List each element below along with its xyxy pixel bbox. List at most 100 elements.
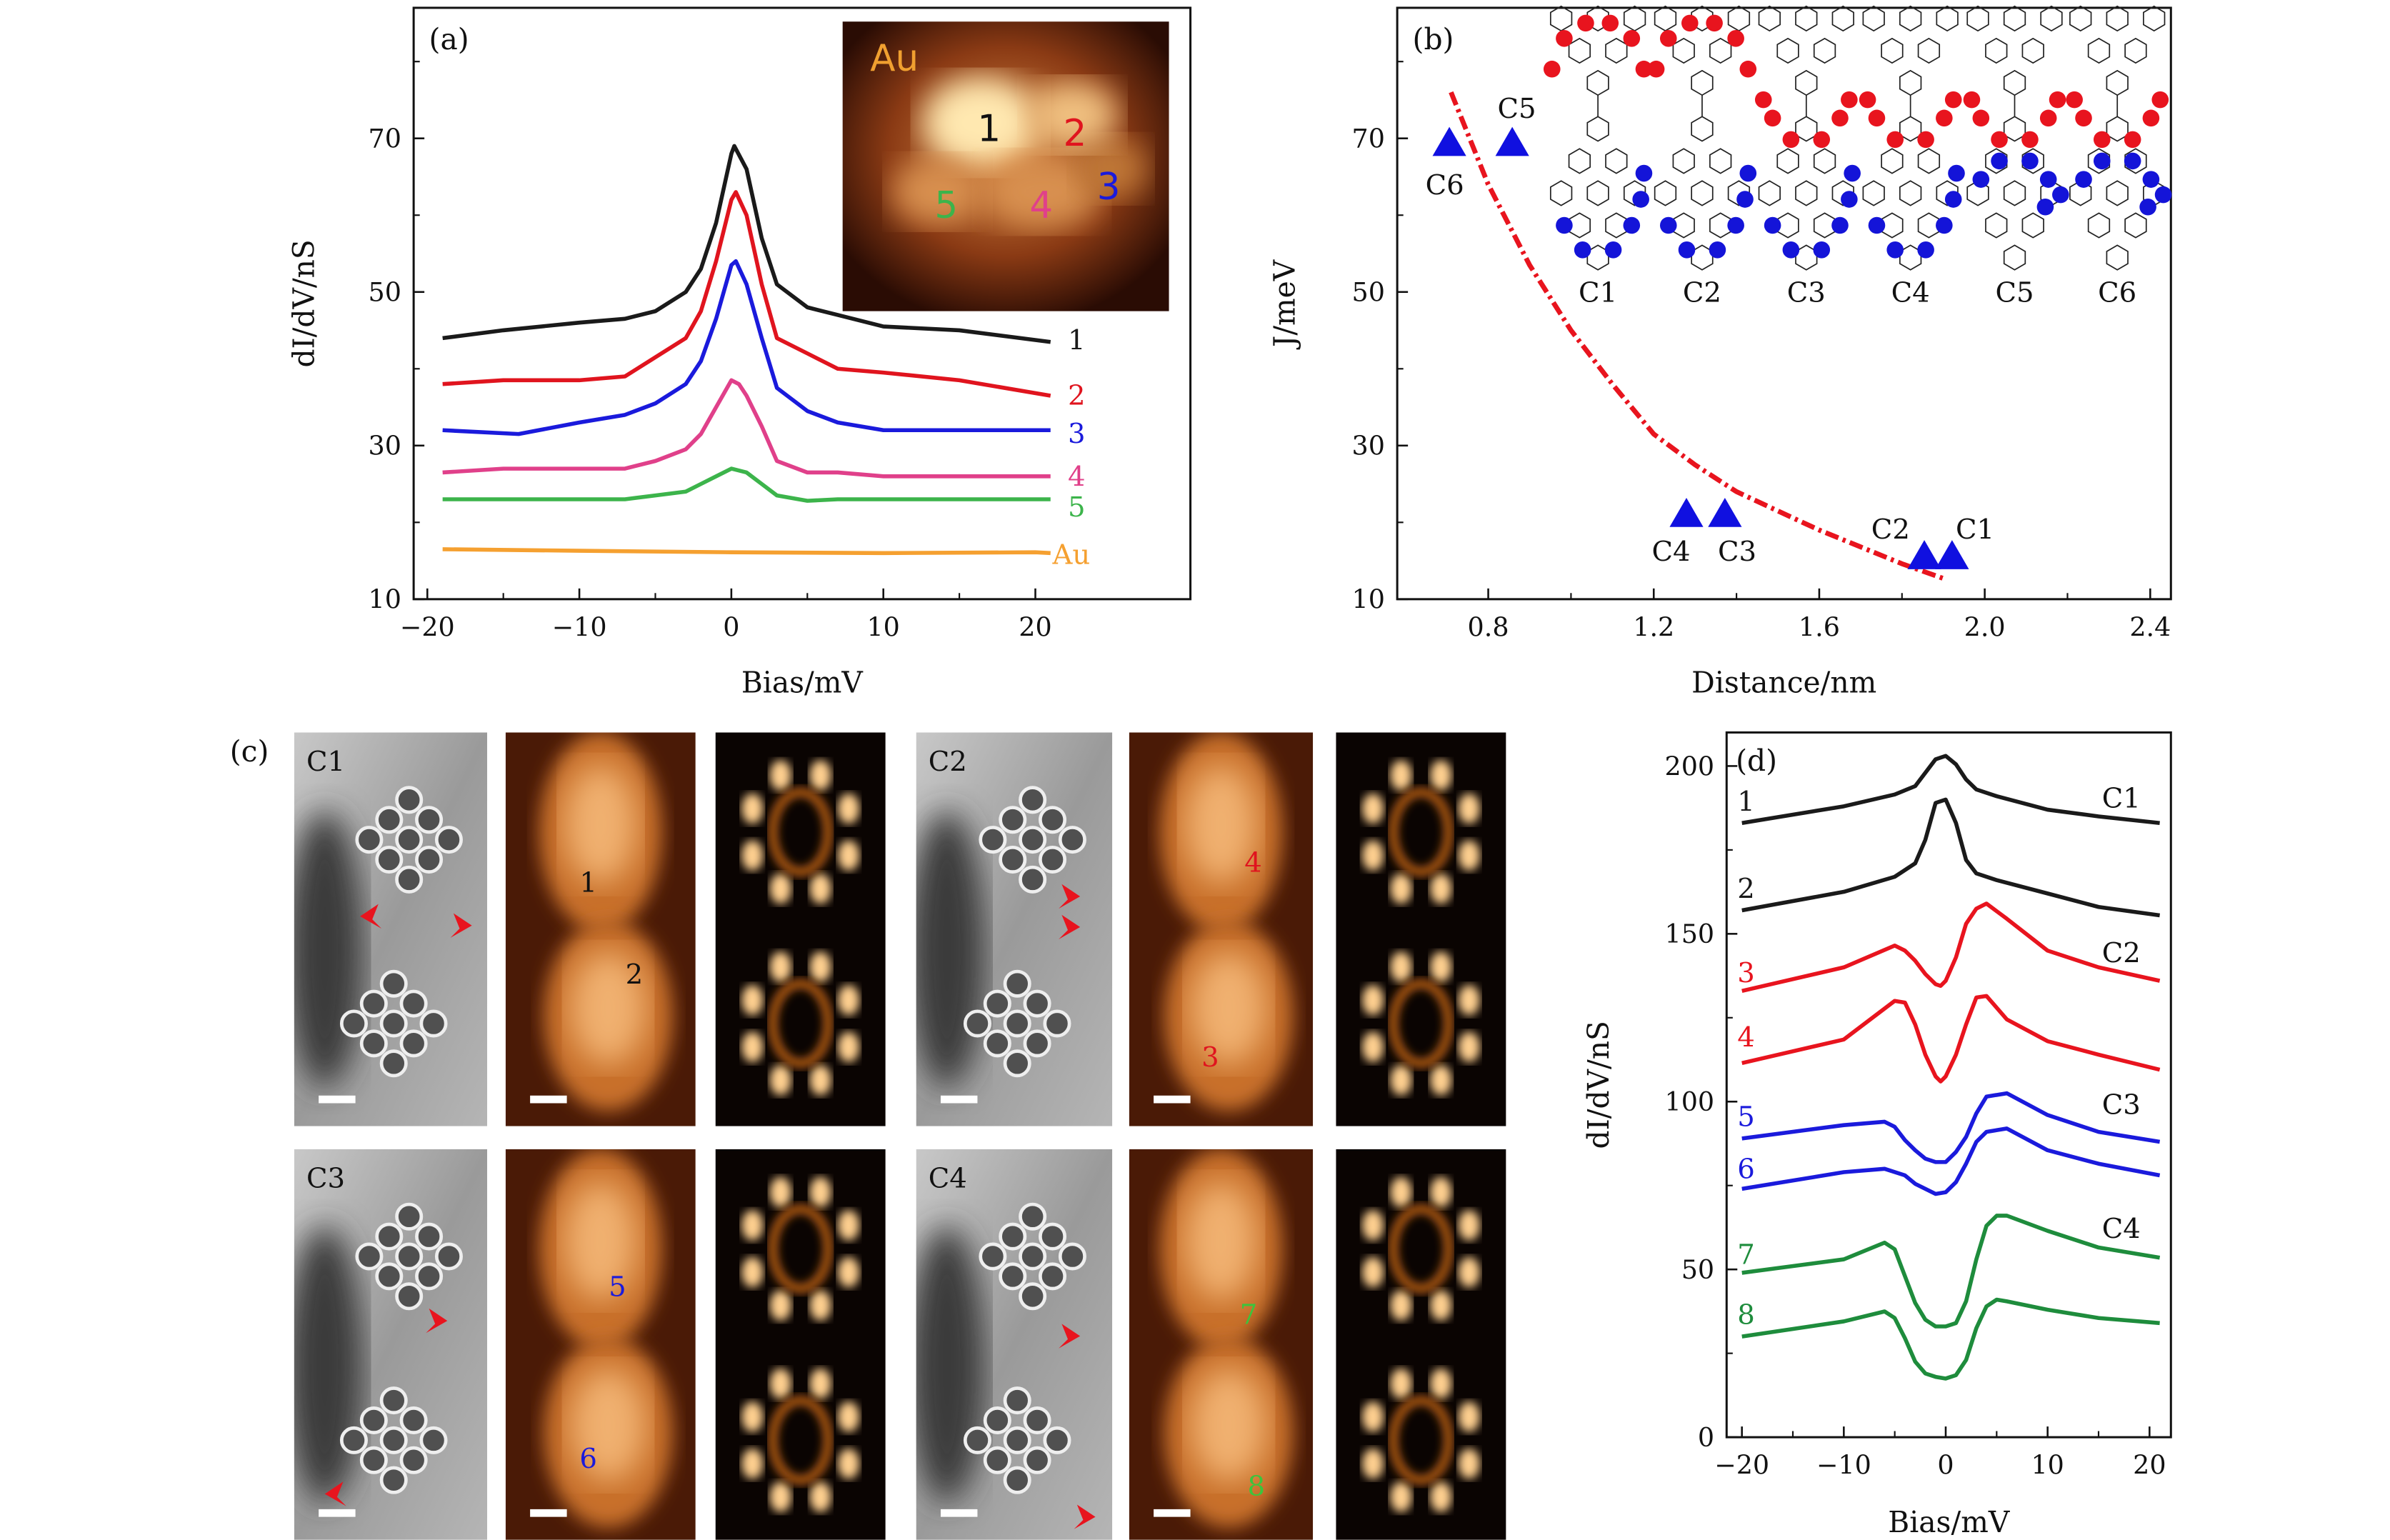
red-arrow-icon xyxy=(1059,914,1081,940)
orbital-inner xyxy=(768,1396,833,1485)
spin-density-up xyxy=(2066,91,2083,109)
panel-label: (b) xyxy=(1413,22,1454,56)
spin-density-down xyxy=(1604,241,1622,259)
spin-density-up xyxy=(1841,91,1858,109)
scale-bar xyxy=(1154,1509,1191,1517)
orbital-lobe xyxy=(838,984,860,1016)
x-tick-label: 20 xyxy=(1019,611,1051,642)
orbital-lobe xyxy=(1361,1401,1384,1432)
ring xyxy=(2003,69,2026,96)
orbital-lobe xyxy=(1361,1209,1384,1241)
ring xyxy=(1881,37,1904,64)
orbital-lobe xyxy=(1458,793,1480,824)
inset-label: 3 xyxy=(1097,166,1121,209)
image-label: C2 xyxy=(929,746,967,778)
carbon-ring xyxy=(375,845,404,874)
molecule-highlight xyxy=(564,764,638,884)
orbital-lobe xyxy=(1458,1031,1480,1063)
y-tick-label: 200 xyxy=(1665,751,1715,781)
carbon-ring xyxy=(339,1426,368,1454)
molecule-label: C4 xyxy=(1891,277,1930,309)
spin-density-up xyxy=(2039,109,2057,127)
ring xyxy=(1549,5,1573,32)
carbon-ring xyxy=(375,1222,404,1251)
plot-frame xyxy=(1396,6,2172,601)
series-line-1 xyxy=(442,144,1051,344)
carbon-ring xyxy=(379,1466,408,1494)
spin-density-down xyxy=(1831,216,1849,234)
curve-label: 5 xyxy=(1737,1101,1755,1134)
ring xyxy=(1549,180,1573,206)
spin-density-down xyxy=(1844,164,1861,182)
carbon-ring xyxy=(395,1202,424,1231)
carbon-ring xyxy=(419,1009,448,1038)
molecule-highlight xyxy=(569,1368,647,1482)
ring xyxy=(1691,116,1714,142)
inset-label: 1 xyxy=(977,108,1001,151)
orbital-lobe xyxy=(1430,1290,1452,1321)
carbon-ring xyxy=(983,989,1011,1018)
scale-bar xyxy=(530,1509,567,1517)
orbital-lobe xyxy=(769,1481,791,1513)
curve-label: 2 xyxy=(1737,873,1755,905)
microscopy-image-sim xyxy=(1336,1149,1506,1540)
ring xyxy=(1605,148,1628,174)
inset-label: 5 xyxy=(934,184,958,227)
spin-density-up xyxy=(1659,30,1677,47)
spin-density-down xyxy=(1727,216,1744,234)
x-tick-label: 20 xyxy=(2133,1450,2166,1481)
ring xyxy=(1709,148,1732,174)
ring xyxy=(1776,148,1799,174)
spin-density-up xyxy=(1813,131,1831,149)
x-tick-label: −20 xyxy=(1714,1450,1769,1481)
molecule-structure-C2 xyxy=(1647,5,1757,271)
red-arrow-icon xyxy=(360,904,382,929)
orbital-inner xyxy=(1389,979,1454,1069)
spin-density-up xyxy=(2049,91,2066,109)
ring xyxy=(2021,212,2044,239)
site-label: 6 xyxy=(579,1443,597,1475)
ring xyxy=(2069,5,2092,32)
ring xyxy=(1586,69,1609,96)
microscopy-image-sim xyxy=(715,732,886,1126)
x-axis-label: Distance/nm xyxy=(1691,666,1876,700)
shadow-region xyxy=(294,1226,364,1502)
molecule-highlight xyxy=(569,951,647,1066)
carbon-ring xyxy=(1003,1466,1031,1494)
image-content xyxy=(916,732,1113,1126)
orbital-lobe xyxy=(838,1031,860,1063)
spin-density-up xyxy=(1754,91,1772,109)
inset-label: 2 xyxy=(1064,112,1087,155)
point-label: C4 xyxy=(1652,536,1691,568)
molecule-structure-C5 xyxy=(1963,5,2069,271)
fit-curve xyxy=(1449,91,1944,581)
carbon-ring xyxy=(415,1222,444,1251)
y-tick-label: 10 xyxy=(1352,584,1385,615)
carbon-ring xyxy=(379,1009,408,1038)
ring xyxy=(2143,5,2166,32)
microscopy-image-gray: C1 xyxy=(294,732,488,1126)
point-label: C2 xyxy=(1871,514,1910,546)
inset-label: 4 xyxy=(1029,184,1053,227)
ring xyxy=(2021,148,2044,174)
spin-density-up xyxy=(1936,109,1953,127)
data-marker-C4 xyxy=(1669,497,1704,527)
ring xyxy=(1795,180,1818,206)
microscopy-image-gray: C2 xyxy=(916,732,1113,1126)
curve-label: 4 xyxy=(1737,1021,1755,1054)
x-tick-label: −20 xyxy=(400,611,455,642)
point-label: C6 xyxy=(1426,169,1464,201)
series-line-3 xyxy=(1741,901,2161,994)
carbon-ring xyxy=(375,1262,404,1291)
scale-bar xyxy=(319,1095,356,1104)
y-tick-label: 50 xyxy=(1352,277,1385,308)
y-tick-label: 50 xyxy=(1681,1254,1714,1285)
x-tick-label: 10 xyxy=(2031,1450,2064,1481)
panel-c-label: (c) xyxy=(230,734,269,769)
orbital-lobe xyxy=(809,1176,831,1208)
curve-label: 7 xyxy=(1737,1239,1755,1271)
orbital-lobe xyxy=(809,1290,831,1321)
orbital-lobe xyxy=(809,873,831,904)
